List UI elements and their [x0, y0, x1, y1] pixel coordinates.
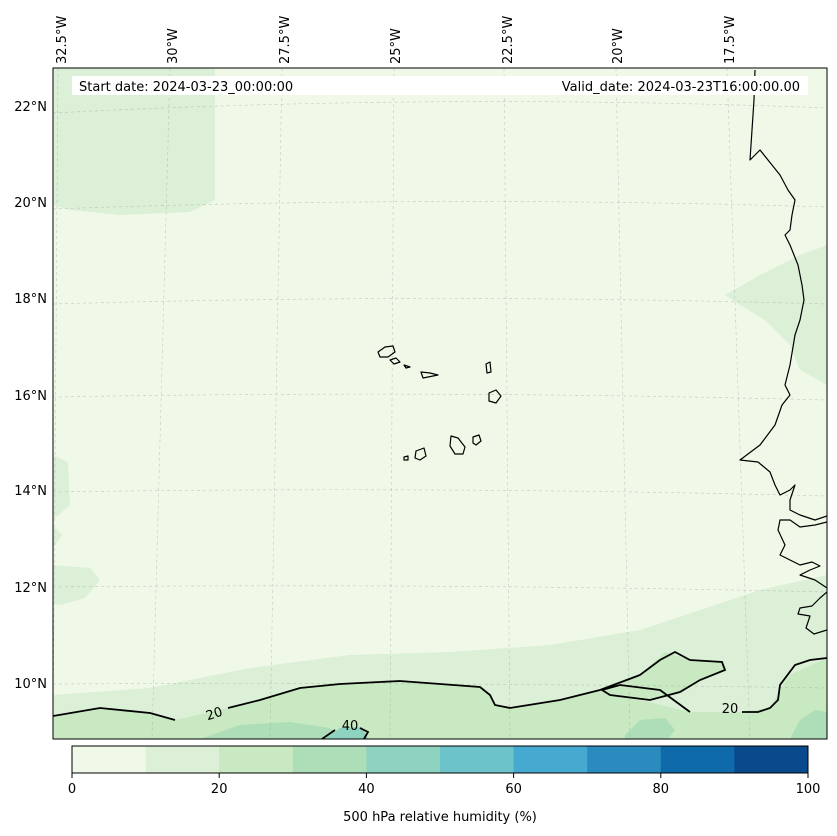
humidity-band-south-20 — [53, 652, 827, 739]
lat-label-18n: 18°N — [14, 292, 47, 307]
colorbar-frame — [71, 745, 809, 774]
colorbar-tick-label: 80 — [653, 782, 670, 797]
colorbar-swatch — [513, 746, 588, 773]
contour-label-20-west: 20 — [204, 705, 224, 724]
colorbar-tick-label: 100 — [796, 782, 821, 797]
lat-label-10n: 10°N — [14, 677, 47, 692]
colorbar-swatch — [440, 746, 515, 773]
humidity-patch-west-3 — [53, 565, 100, 605]
lat-label-22n: 22°N — [14, 100, 47, 115]
colorbar: 0 20 40 60 80 100 500 hPa relative humidity (… — [68, 745, 821, 825]
contour-line-20-main — [53, 650, 727, 721]
colorbar-tick-label: 20 — [211, 782, 228, 797]
humidity-patch-west-2 — [53, 525, 62, 548]
humidity-patch-west-1 — [53, 455, 70, 520]
lon-label-20w: 20°W — [611, 28, 626, 64]
lon-label-17-5w: 17.5°W — [723, 16, 738, 64]
lon-label-32-5w: 32.5°W — [55, 16, 70, 64]
colorbar-swatch — [660, 746, 735, 773]
colorbar-swatch — [219, 746, 294, 773]
cape-verde-islands — [377, 345, 502, 461]
humidity-patch-south-30-c — [790, 710, 827, 739]
colorbar-tick-label: 60 — [505, 782, 522, 797]
lon-label-25w: 25°W — [389, 28, 404, 64]
lat-label-16n: 16°N — [14, 389, 47, 404]
lon-label-27-5w: 27.5°W — [278, 16, 293, 64]
colorbar-swatch — [366, 746, 441, 773]
valid-date-label: Valid_date: 2024-03-23T16:00:00.00 — [562, 80, 800, 95]
lat-label-12n: 12°N — [14, 581, 47, 596]
colorbar-tick-label: 40 — [358, 782, 375, 797]
start-date-label: Start date: 2024-03-23_00:00:00 — [79, 80, 293, 95]
lat-label-20n: 20°N — [14, 196, 47, 211]
latitude-labels: 22°N 20°N 18°N 16°N 14°N 12°N 10°N — [14, 100, 47, 692]
colorbar-swatch — [587, 746, 662, 773]
map-frame — [52, 67, 828, 740]
contour-line-40 — [321, 727, 370, 739]
gridlines — [53, 68, 827, 739]
humidity-patch-south-30-a — [200, 722, 345, 739]
longitude-labels: 32.5°W 30°W 27.5°W 25°W 22.5°W 20°W 17.5… — [55, 16, 738, 64]
humidity-patch-south-30-b — [625, 718, 675, 739]
date-header-box — [72, 76, 808, 95]
contour-label-40: 40 — [342, 719, 359, 734]
colorbar-swatch — [734, 746, 809, 773]
colorbar-swatch — [292, 746, 367, 773]
colorbar-label: 500 hPa relative humidity (%) — [343, 810, 537, 825]
lon-label-22-5w: 22.5°W — [501, 16, 516, 64]
contour-line-20-east — [742, 657, 827, 713]
colorbar-tick-label: 0 — [68, 782, 76, 797]
map-area: 20 40 20 Start date: 2024-03-23_00:00:00… — [53, 68, 827, 739]
colorbar-swatch — [145, 746, 220, 773]
coastline — [739, 69, 827, 635]
lon-label-30w: 30°W — [166, 28, 181, 64]
lat-label-14n: 14°N — [14, 484, 47, 499]
humidity-patch-northwest — [53, 68, 215, 215]
humidity-patch-south-40 — [325, 727, 368, 739]
contour-label-20-east: 20 — [722, 702, 739, 717]
colorbar-swatch — [72, 746, 147, 773]
